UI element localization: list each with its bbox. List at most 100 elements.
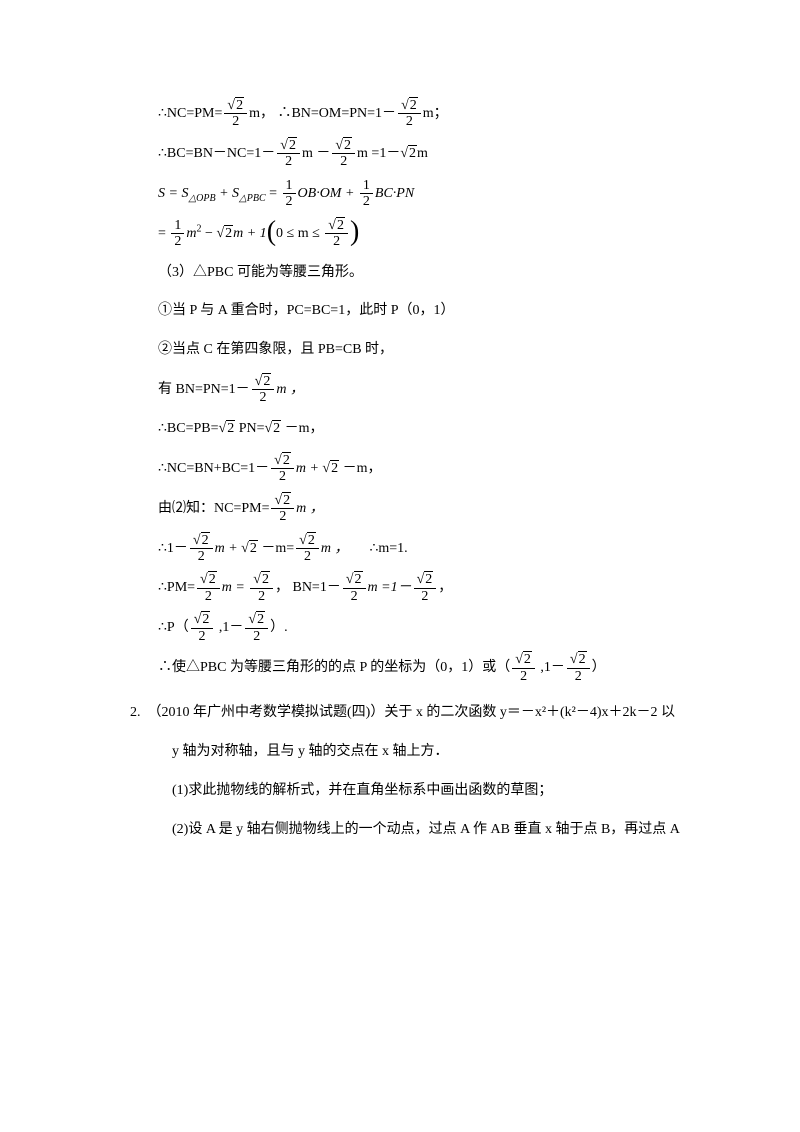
sqrt-2: 2 (219, 414, 236, 445)
text: m， ∴BN=OM=PN=1－ (249, 106, 396, 121)
fraction-sqrt2-2: 22 (332, 138, 355, 170)
text: m； (423, 106, 448, 121)
text: y 轴为对称轴，且与 y 轴的交点在 x 轴上方． (172, 744, 449, 759)
math-line-8: 有 BN=PN=1－22m ， (130, 374, 700, 406)
sqrt-2: 2 (264, 414, 281, 445)
fraction-sqrt2-2: 22 (245, 612, 268, 644)
math-line-1: ∴NC=PM=22m， ∴BN=OM=PN=1－22m； (130, 98, 700, 130)
text: －m= (258, 541, 294, 556)
math-line-14: ∴P（22 ,1－22）. (130, 612, 700, 644)
text: m + 1 (233, 226, 267, 241)
fraction-half: 12 (283, 178, 296, 210)
fraction-sqrt2-2: 22 (512, 652, 535, 684)
fraction-sqrt2-2: 22 (296, 533, 319, 565)
fraction-sqrt2-2: 22 (271, 453, 294, 485)
text: = (158, 226, 169, 241)
text: (2)设 A 是 y 轴右侧抛物线上的一个动点，过点 A 作 AB 垂直 x 轴… (172, 822, 680, 837)
text: ∴PM= (158, 581, 195, 596)
document-page: ∴NC=PM=22m， ∴BN=OM=PN=1－22m； ∴BC=BN－NC=1… (0, 0, 800, 913)
math-line-9: ∴BC=PB=2 PN=2 －m， (130, 414, 700, 445)
fraction-sqrt2-2: 22 (190, 533, 213, 565)
text: －m， (339, 461, 381, 476)
text: ∴使△PBC 为等腰三角形的的点 P 的坐标为（0，1）或（ (158, 660, 510, 675)
text: ②当点 C 在第四象限，且 PB=CB 时， (158, 342, 393, 357)
text: ， (438, 581, 452, 596)
text: 0 ≤ m ≤ (276, 226, 323, 241)
text: m =1－ (368, 581, 412, 596)
text: − (202, 226, 217, 241)
text: （2010 年广州中考数学模拟试题(四)）关于 x 的二次函数 y＝－x²＋(k… (148, 705, 676, 720)
text: ∴NC=BN+BC=1－ (158, 461, 269, 476)
text: = (266, 186, 281, 201)
fraction-sqrt2-2: 22 (325, 218, 348, 250)
question-number: 2. (130, 705, 141, 720)
text: m + (215, 541, 242, 556)
text: m = (222, 581, 249, 596)
text: ∴1－ (158, 541, 188, 556)
sqrt-2: 2 (400, 139, 417, 170)
math-line-13: ∴PM=22m = 22， BN=1－22m =1－22， (130, 572, 700, 604)
fraction-sqrt2-2: 22 (277, 138, 300, 170)
math-line-4: = 12m2 − 2m + 1(0 ≤ m ≤ 22) (130, 218, 700, 250)
question-2-line2: y 轴为对称轴，且与 y 轴的交点在 x 轴上方． (130, 737, 700, 768)
sqrt-2: 2 (241, 534, 258, 565)
text-line-7: ②当点 C 在第四象限，且 PB=CB 时， (130, 335, 700, 366)
text: OB·OM + (298, 186, 358, 201)
text: ①当 P 与 A 重合时，PC=BC=1，此时 P（0，1） (158, 303, 454, 318)
question-2-line1: 2. （2010 年广州中考数学模拟试题(四)）关于 x 的二次函数 y＝－x²… (130, 698, 700, 729)
math-line-2: ∴BC=BN－NC=1－22m －22m =1－2m (130, 138, 700, 170)
text: m ， (296, 501, 324, 516)
fraction-sqrt2-2: 22 (271, 493, 294, 525)
text-line-6: ①当 P 与 A 重合时，PC=BC=1，此时 P（0，1） (130, 296, 700, 327)
text: m + (296, 461, 323, 476)
question-2-line4: (2)设 A 是 y 轴右侧抛物线上的一个动点，过点 A 作 AB 垂直 x 轴… (130, 815, 700, 846)
text: ∴m=1. (369, 541, 407, 556)
text: + S (216, 186, 239, 201)
subscript: △OPB (188, 193, 215, 204)
text: m ， (276, 382, 304, 397)
fraction-sqrt2-2: 22 (567, 652, 590, 684)
fraction-half: 12 (171, 218, 184, 250)
text: －m， (281, 421, 323, 436)
text: m (186, 226, 196, 241)
math-line-3: S = S△OPB + S△PBC = 12OB·OM + 12BC·PN (130, 178, 700, 210)
text: 由⑵知：NC=PM= (158, 501, 269, 516)
text: m ， (321, 541, 349, 556)
math-line-15: ∴使△PBC 为等腰三角形的的点 P 的坐标为（0，1）或（22 ,1－22） (130, 652, 700, 684)
text: ∴BC=PB= (158, 421, 219, 436)
text: （3）△PBC 可能为等腰三角形。 (158, 265, 363, 280)
text-line-5: （3）△PBC 可能为等腰三角形。 (130, 258, 700, 289)
text: S = S (158, 186, 188, 201)
subscript: △PBC (239, 193, 266, 204)
text: m － (302, 146, 330, 161)
fraction-sqrt2-2: 22 (343, 572, 366, 604)
sqrt-2: 2 (322, 454, 339, 485)
fraction-sqrt2-2: 22 (250, 572, 273, 604)
fraction-sqrt2-2: 22 (191, 612, 214, 644)
text: ∴NC=PM= (158, 106, 222, 121)
text: PN= (235, 421, 264, 436)
text: 有 BN=PN=1－ (158, 382, 250, 397)
sqrt-2: 2 (216, 219, 233, 250)
text: ）. (270, 620, 288, 635)
fraction-sqrt2-2: 22 (252, 374, 275, 406)
text: ， BN=1－ (275, 581, 341, 596)
fraction-sqrt2-2: 22 (224, 98, 247, 130)
text: ） (592, 660, 606, 675)
text: m =1－ (357, 146, 400, 161)
math-line-11: 由⑵知：NC=PM=22m ， (130, 493, 700, 525)
question-2-line3: (1)求此抛物线的解析式，并在直角坐标系中画出函数的草图； (130, 776, 700, 807)
text: m (417, 146, 428, 161)
math-line-10: ∴NC=BN+BC=1－22m + 2 －m， (130, 453, 700, 485)
text: ∴P（ (158, 620, 189, 635)
fraction-half: 12 (360, 178, 373, 210)
fraction-sqrt2-2: 22 (414, 572, 437, 604)
text: (1)求此抛物线的解析式，并在直角坐标系中画出函数的草图； (172, 783, 552, 798)
text: ,1－ (215, 620, 243, 635)
math-line-12: ∴1－22m + 2 －m=22m ， ∴m=1. (130, 533, 700, 565)
fraction-sqrt2-2: 22 (398, 98, 421, 130)
text: BC·PN (375, 186, 414, 201)
fraction-sqrt2-2: 22 (197, 572, 220, 604)
text: ,1－ (537, 660, 565, 675)
text: ∴BC=BN－NC=1－ (158, 146, 275, 161)
